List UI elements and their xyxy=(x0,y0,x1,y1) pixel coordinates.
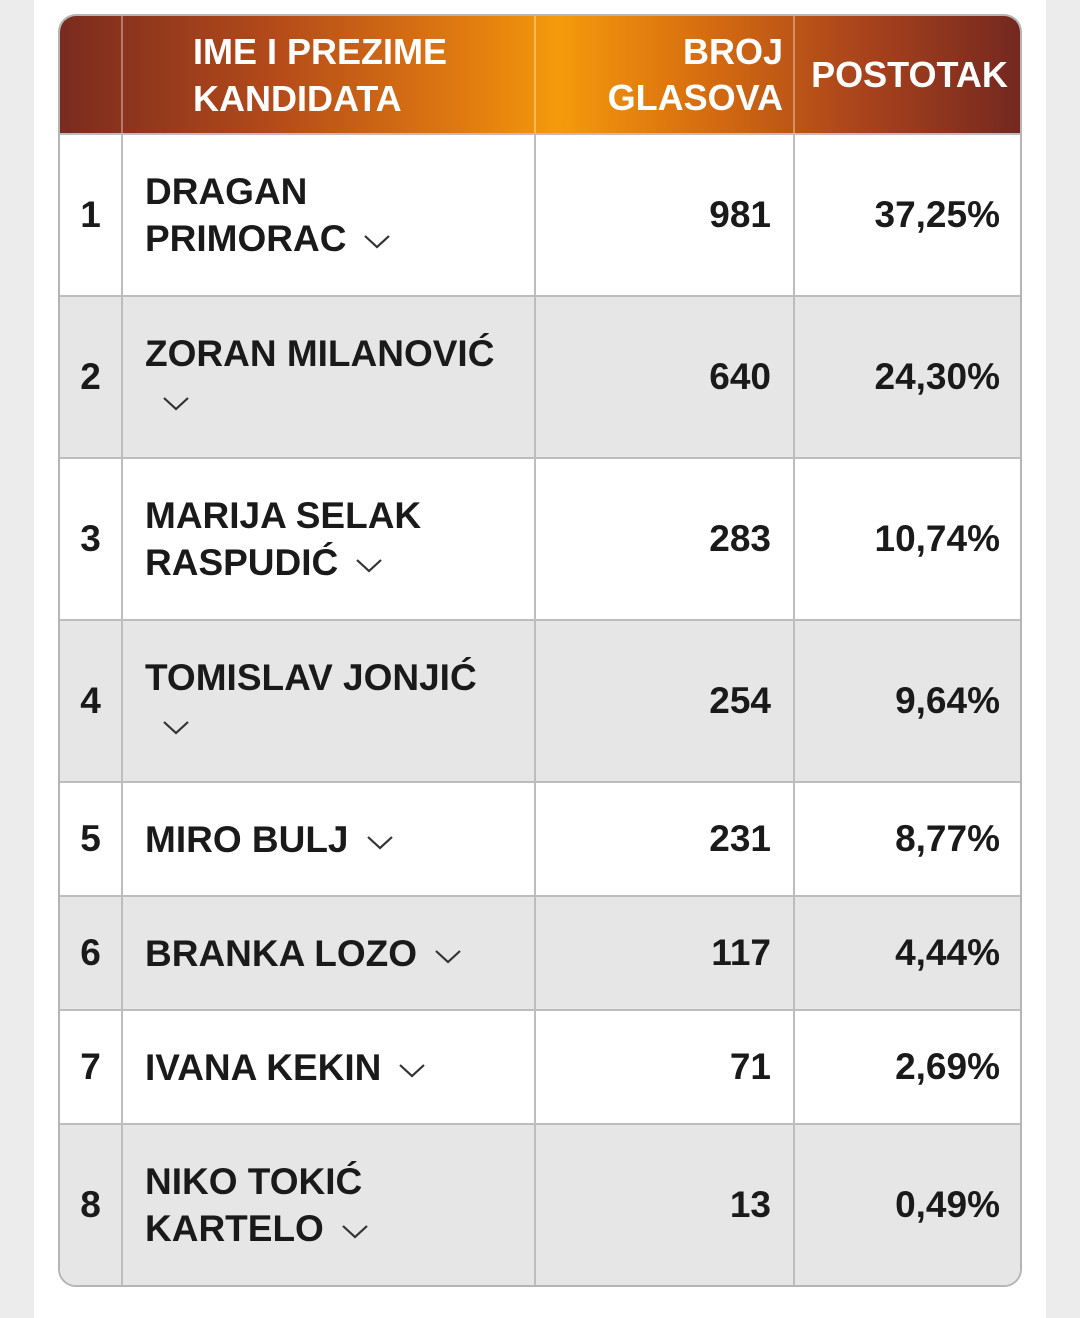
candidate-cell[interactable]: BRANKA LOZO xyxy=(123,897,536,1009)
candidate-cell[interactable]: ZORAN MILANOVIĆ xyxy=(123,297,536,457)
percent-cell: 10,74% xyxy=(874,518,1001,559)
percent-cell: 2,69% xyxy=(895,1046,1000,1087)
votes-cell: 13 xyxy=(536,1125,795,1285)
chevron-down-icon[interactable] xyxy=(354,555,384,575)
votes-cell: 117 xyxy=(536,897,795,1009)
results-table: IME I PREZIME KANDIDATA BROJ GLASOVA POS… xyxy=(58,14,1022,1287)
votes-cell: 640 xyxy=(536,297,795,457)
rank-cell: 8 xyxy=(60,1125,123,1285)
candidate-name: NIKO TOKIĆ KARTELO xyxy=(145,1161,363,1249)
header-rank xyxy=(60,16,123,133)
chevron-down-icon[interactable] xyxy=(340,1221,370,1241)
header-percent-label: POSTOTAK xyxy=(811,53,1008,95)
table-row: 4 TOMISLAV JONJIĆ 254 9,64% xyxy=(60,619,1020,781)
votes-cell: 283 xyxy=(536,459,795,619)
chevron-down-icon[interactable] xyxy=(161,717,191,737)
table-row: 3 MARIJA SELAK RASPUDIĆ 283 10,74% xyxy=(60,457,1020,619)
table-row: 2 ZORAN MILANOVIĆ 640 24,30% xyxy=(60,295,1020,457)
table-header: IME I PREZIME KANDIDATA BROJ GLASOVA POS… xyxy=(60,16,1020,133)
table-row: 8 NIKO TOKIĆ KARTELO 13 0,49% xyxy=(60,1123,1020,1285)
candidate-cell[interactable]: IVANA KEKIN xyxy=(123,1011,536,1123)
table-row: 7 IVANA KEKIN 71 2,69% xyxy=(60,1009,1020,1123)
header-percent: POSTOTAK xyxy=(795,16,1020,133)
percent-cell: 8,77% xyxy=(895,818,1000,859)
candidate-name: BRANKA LOZO xyxy=(145,932,417,974)
chevron-down-icon[interactable] xyxy=(365,832,395,852)
table-row: 6 BRANKA LOZO 117 4,44% xyxy=(60,895,1020,1009)
rank-cell: 2 xyxy=(60,297,123,457)
rank-cell: 1 xyxy=(60,135,123,295)
rank-cell: 3 xyxy=(60,459,123,619)
rank-cell: 5 xyxy=(60,783,123,895)
votes-cell: 981 xyxy=(536,135,795,295)
table-row: 5 MIRO BULJ 231 8,77% xyxy=(60,781,1020,895)
percent-cell: 37,25% xyxy=(874,194,1001,235)
rank-cell: 4 xyxy=(60,621,123,781)
candidate-name: IVANA KEKIN xyxy=(145,1046,382,1088)
candidate-name: MARIJA SELAK RASPUDIĆ xyxy=(145,495,422,583)
chevron-down-icon[interactable] xyxy=(161,393,191,413)
candidate-name: MIRO BULJ xyxy=(145,818,349,860)
candidate-cell[interactable]: MIRO BULJ xyxy=(123,783,536,895)
percent-cell: 4,44% xyxy=(895,932,1000,973)
candidate-cell[interactable]: DRAGAN PRIMORAC xyxy=(123,135,536,295)
votes-cell: 254 xyxy=(536,621,795,781)
candidate-cell[interactable]: TOMISLAV JONJIĆ xyxy=(123,621,536,781)
rank-cell: 6 xyxy=(60,897,123,1009)
table-row: 1 DRAGAN PRIMORAC 981 37,25% xyxy=(60,133,1020,295)
percent-cell: 24,30% xyxy=(874,356,1001,397)
candidate-name: DRAGAN PRIMORAC xyxy=(145,171,347,259)
header-name: IME I PREZIME KANDIDATA xyxy=(123,16,536,133)
header-name-label: IME I PREZIME KANDIDATA xyxy=(193,30,448,119)
header-votes: BROJ GLASOVA xyxy=(536,16,795,133)
header-votes-label: BROJ GLASOVA xyxy=(607,30,783,118)
chevron-down-icon[interactable] xyxy=(362,231,392,251)
chevron-down-icon[interactable] xyxy=(397,1060,427,1080)
chevron-down-icon[interactable] xyxy=(433,946,463,966)
candidate-name: ZORAN MILANOVIĆ xyxy=(145,333,495,374)
votes-cell: 71 xyxy=(536,1011,795,1123)
page: IME I PREZIME KANDIDATA BROJ GLASOVA POS… xyxy=(34,0,1046,1318)
rank-cell: 7 xyxy=(60,1011,123,1123)
percent-cell: 0,49% xyxy=(895,1184,1000,1225)
candidate-cell[interactable]: MARIJA SELAK RASPUDIĆ xyxy=(123,459,536,619)
candidate-name: TOMISLAV JONJIĆ xyxy=(145,657,477,698)
candidate-cell[interactable]: NIKO TOKIĆ KARTELO xyxy=(123,1125,536,1285)
votes-cell: 231 xyxy=(536,783,795,895)
percent-cell: 9,64% xyxy=(895,680,1000,721)
